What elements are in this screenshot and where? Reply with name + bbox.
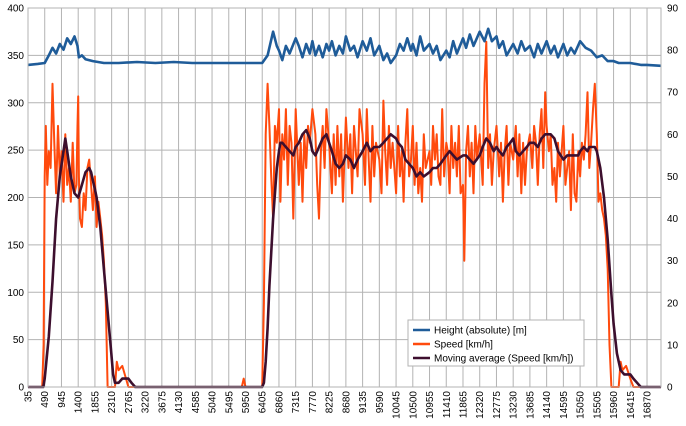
y-right-tick-label: 60	[667, 130, 679, 141]
x-tick-label: 6405	[258, 391, 269, 414]
y-right-tick-label: 0	[667, 383, 673, 394]
legend: Height (absolute) [m] Speed [km/h] Moving …	[407, 319, 585, 367]
x-tick-label: 3675	[157, 391, 168, 414]
y-right-tick-label: 80	[667, 46, 679, 57]
y-right-tick-label: 50	[667, 172, 679, 183]
x-tick-label: 1855	[90, 391, 101, 414]
axes-layer	[27, 7, 662, 388]
y-left-tick-label: 300	[7, 98, 24, 109]
y-left-tick-label: 350	[7, 51, 24, 62]
x-tick-label: 5495	[224, 391, 235, 414]
x-tick-label: 2310	[107, 391, 118, 414]
x-tick-label: 9590	[375, 391, 386, 414]
x-tick-label: 15050	[576, 391, 587, 419]
y-right-tick-label: 40	[667, 214, 679, 225]
x-tick-label: 35	[24, 391, 35, 403]
x-tick-label: 13685	[525, 391, 536, 419]
x-tick-label: 14140	[542, 391, 553, 419]
x-tick-label: 16870	[643, 391, 654, 419]
x-tick-label: 12775	[492, 391, 503, 419]
y-right-tick-label: 30	[667, 256, 679, 267]
x-tick-label: 4585	[191, 391, 202, 414]
x-tick-label: 8225	[325, 391, 336, 414]
legend-label: Height (absolute) [m]	[434, 326, 527, 337]
y-left-tick-label: 50	[13, 335, 25, 346]
x-tick-label: 11865	[458, 391, 469, 419]
y-right-tick-label: 70	[667, 88, 679, 99]
y-right-tick-label: 20	[667, 298, 679, 309]
y-right-tick-label: 90	[667, 4, 679, 15]
x-tick-label: 2765	[124, 391, 135, 414]
x-tick-label: 7770	[308, 391, 319, 414]
plot-area-border	[27, 7, 662, 388]
series-line-1	[28, 40, 661, 388]
x-tick-label: 15505	[592, 391, 603, 419]
series-layer	[27, 27, 662, 389]
x-tick-label: 7315	[291, 391, 302, 414]
x-tick-label: 16415	[626, 391, 637, 419]
x-tick-label: 5950	[241, 391, 252, 414]
x-tick-label: 10045	[392, 391, 403, 419]
y-left-tick-label: 250	[7, 146, 24, 157]
x-axis-ticks: 35 490 945 1400 1855 2310 2765 3220 3675 4130 4585…	[24, 391, 654, 419]
x-tick-label: 9135	[358, 391, 369, 414]
series-line-2	[28, 128, 661, 389]
x-tick-label: 10955	[425, 391, 436, 419]
y-left-tick-label: 200	[7, 193, 24, 204]
legend-label: Speed [km/h]	[434, 340, 493, 351]
series-line-0	[27, 27, 662, 68]
legend-label: Moving average (Speed [km/h])	[434, 354, 574, 365]
x-tick-label: 490	[40, 391, 51, 408]
x-tick-label: 10500	[408, 391, 419, 419]
y-left-tick-label: 150	[7, 240, 24, 251]
x-tick-label: 5040	[208, 391, 219, 414]
x-tick-label: 11410	[442, 391, 453, 419]
y-right-tick-label: 10	[667, 340, 679, 351]
x-tick-label: 8680	[341, 391, 352, 414]
y-left-tick-label: 100	[7, 288, 24, 299]
x-tick-label: 15960	[609, 391, 620, 419]
x-tick-label: 13230	[509, 391, 520, 419]
left-axis-ticks: 0 50 100 150 200 250 300 350 400	[7, 4, 24, 394]
x-tick-label: 3220	[141, 391, 152, 414]
x-tick-label: 1400	[74, 391, 85, 414]
x-tick-label: 4130	[174, 391, 185, 414]
x-tick-label: 945	[57, 391, 68, 408]
x-tick-label: 6860	[274, 391, 285, 414]
right-axis-ticks: 0 10 20 30 40 50 60 70 80 90	[667, 4, 679, 394]
y-left-tick-label: 400	[7, 4, 24, 15]
y-left-tick-label: 0	[18, 383, 24, 394]
x-tick-label: 12320	[475, 391, 486, 419]
x-tick-label: 14595	[559, 391, 570, 419]
legend-box	[407, 319, 585, 367]
